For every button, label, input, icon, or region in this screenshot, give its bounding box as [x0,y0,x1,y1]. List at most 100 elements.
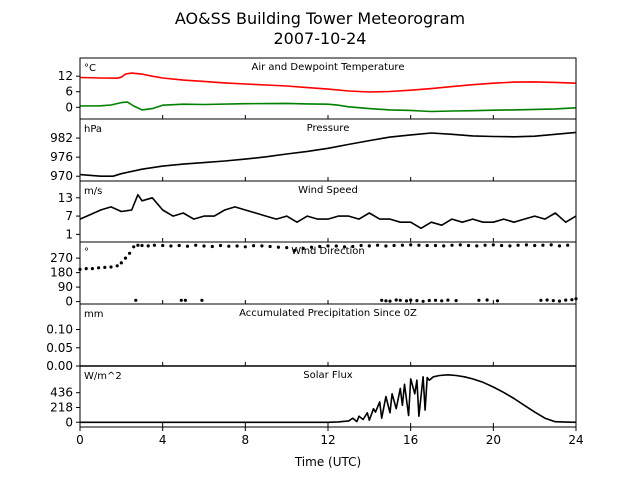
wind-direction-point [119,261,123,265]
wind-direction-point [450,243,454,247]
wind-direction-point [161,243,165,248]
solar-flux-ytick-label: 218 [50,400,73,414]
pressure-panel-title: Pressure [307,123,350,134]
x-axis-tick-label: 24 [568,433,583,447]
wind-direction-point [421,299,425,303]
wind-direction-point [90,267,94,271]
panel-precipitation: 0.00 0.05 0.10 mm Accumulated Precipitation … [46,303,577,373]
wind-direction-point [103,265,107,269]
temperature-panel-title: Air and Dewpoint Temperature [252,62,405,73]
wind-direction-point [500,243,504,248]
x-axis-label: Time (UTC) [294,455,361,469]
wind-direction-point [566,243,570,247]
wind-direction-point [549,243,553,247]
wind-direction-point [533,243,537,248]
wind-direction-point [392,243,396,248]
wind-direction-point [508,244,512,248]
x-axis-tick-label: 12 [320,433,335,447]
wind-direction-point [557,244,562,248]
wind-direction-point [152,243,156,247]
wind-direction-point [140,243,144,248]
wind-direction-point [475,244,479,248]
wind-direction-ytick-label: 0 [65,295,73,309]
panel-temperature: 06 12 °C Air and Dewpoint Temperature [58,57,577,120]
wind-direction-point [485,298,489,302]
wind-direction-point [398,298,402,302]
wind-direction-point [384,299,388,303]
wind-direction-point [200,298,204,302]
wind-direction-point [84,267,88,271]
wind-direction-point [210,244,214,249]
temperature-series-line-0 [79,72,577,93]
wind-direction-point [123,256,128,260]
pressure-ytick-label: 976 [50,150,73,164]
wind-direction-point [252,244,256,248]
x-axis-tick-label: 20 [486,433,501,447]
wind-direction-point [376,243,380,247]
panel-wind-speed: 1 7 13 m/s Wind Speed [58,180,577,243]
wind-direction-point [539,298,543,302]
wind-direction-point [169,244,173,248]
wind-speed-ytick-label: 13 [58,191,73,205]
wind-speed-ytick-label: 1 [65,227,73,241]
precipitation-ytick-label: 0.10 [46,323,73,337]
wind-direction-point [177,243,181,248]
wind-speed-panel-title: Wind Speed [298,185,358,196]
wind-direction-point [146,244,150,248]
wind-direction-panel-title: Wind Direction [291,246,365,257]
wind-direction-point [185,244,190,248]
wind-direction-point [442,244,446,248]
temperature-ytick-label: 6 [65,85,73,99]
figure-title-line2: 2007-10-24 [274,29,367,48]
wind-direction-point [388,299,392,303]
wind-direction-point [400,243,404,247]
figure-title-line1: AO&SS Building Tower Meteorogram [175,9,465,28]
wind-direction-point [334,244,338,248]
wind-direction-point [446,298,450,302]
x-axis-tick-label: 16 [403,433,418,447]
wind-direction-point [433,243,438,248]
wind-direction-point [409,243,413,247]
temperature-unit-label: °C [84,63,96,74]
solar-flux-series-line-0 [80,373,577,424]
wind-direction-point [524,243,529,247]
wind-direction-point [415,299,419,303]
wind-direction-point [132,245,136,249]
wind-speed-ytick-label: 7 [65,209,73,223]
wind-direction-point [285,246,289,250]
wind-direction-point [194,243,198,247]
wind-direction-point [293,248,297,252]
wind-direction-point [495,299,500,303]
wind-direction-point [367,244,371,248]
wind-direction-point [466,243,471,248]
precipitation-ytick-label: 0.00 [46,359,73,373]
wind-direction-point [491,243,495,247]
wind-direction-point [359,243,363,248]
wind-direction-point [243,245,247,249]
wind-direction-point [427,298,431,303]
wind-direction-point [417,243,421,247]
wind-direction-point [394,298,398,302]
wind-direction-point [404,299,409,303]
solar-flux-ytick-label: 436 [50,386,73,400]
pressure-ytick-label: 982 [50,131,73,145]
wind-direction-point [557,299,562,303]
wind-direction-point [97,266,101,270]
solar-flux-unit-label: W/m^2 [84,371,122,382]
x-axis-tick-label: 8 [242,433,250,447]
wind-direction-point [351,244,355,249]
wind-direction-point [115,264,119,268]
precipitation-panel-title: Accumulated Precipitation Since 0Z [239,308,417,319]
wind-direction-point [218,243,223,248]
wind-direction-point [227,244,231,248]
wind-direction-point [380,298,384,302]
wind-direction-point [570,298,574,302]
temperature-ytick-label: 0 [65,100,73,114]
wind-direction-point [483,243,487,247]
solar-flux-ytick-label: 0 [65,415,73,429]
wind-direction-point [326,244,330,248]
wind-direction-point [109,265,113,269]
wind-direction-point [440,299,444,303]
